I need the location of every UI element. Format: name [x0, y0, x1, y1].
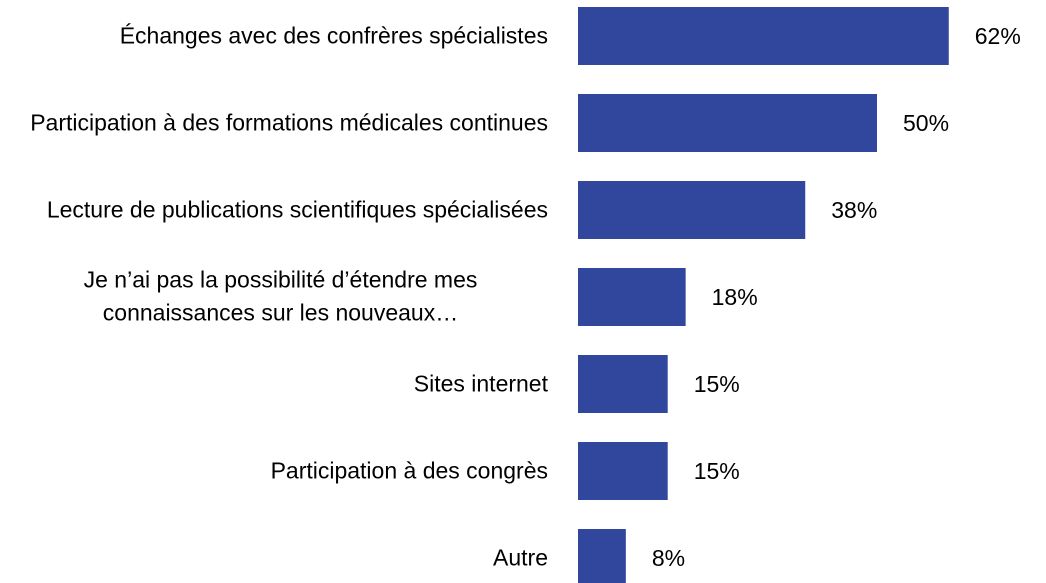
bar	[578, 442, 668, 500]
category-text: Lecture de publications scientifiques sp…	[46, 196, 548, 223]
value-label: 8%	[652, 545, 685, 571]
bar	[578, 181, 806, 239]
bar	[578, 7, 949, 65]
bar	[578, 94, 877, 152]
category-label: Échanges avec des confrères spécialistes	[8, 19, 548, 52]
value-label: 15%	[694, 371, 740, 397]
category-label: Participation à des congrès	[8, 454, 548, 487]
value-label: 38%	[831, 197, 877, 223]
bar	[578, 268, 686, 326]
value-label: 62%	[975, 23, 1021, 49]
category-text: Autre	[493, 544, 548, 571]
category-text: Je n’ai pas la possibilité d’étendre mes…	[83, 266, 478, 326]
category-text: Sites internet	[413, 370, 548, 397]
category-text: Participation à des congrès	[270, 457, 548, 484]
value-label: 15%	[694, 458, 740, 484]
category-text: Participation à des formations médicales…	[30, 109, 548, 136]
category-label: Autre	[8, 541, 548, 574]
category-text: Échanges avec des confrères spécialistes	[119, 22, 548, 49]
value-label: 50%	[903, 110, 949, 136]
value-label: 18%	[712, 284, 758, 310]
category-label: Sites internet	[8, 367, 548, 400]
category-label: Lecture de publications scientifiques sp…	[8, 193, 548, 226]
category-label: Je n’ai pas la possibilité d’étendre mes…	[8, 264, 548, 331]
bar	[578, 529, 626, 583]
category-label: Participation à des formations médicales…	[8, 106, 548, 139]
bar	[578, 355, 668, 413]
